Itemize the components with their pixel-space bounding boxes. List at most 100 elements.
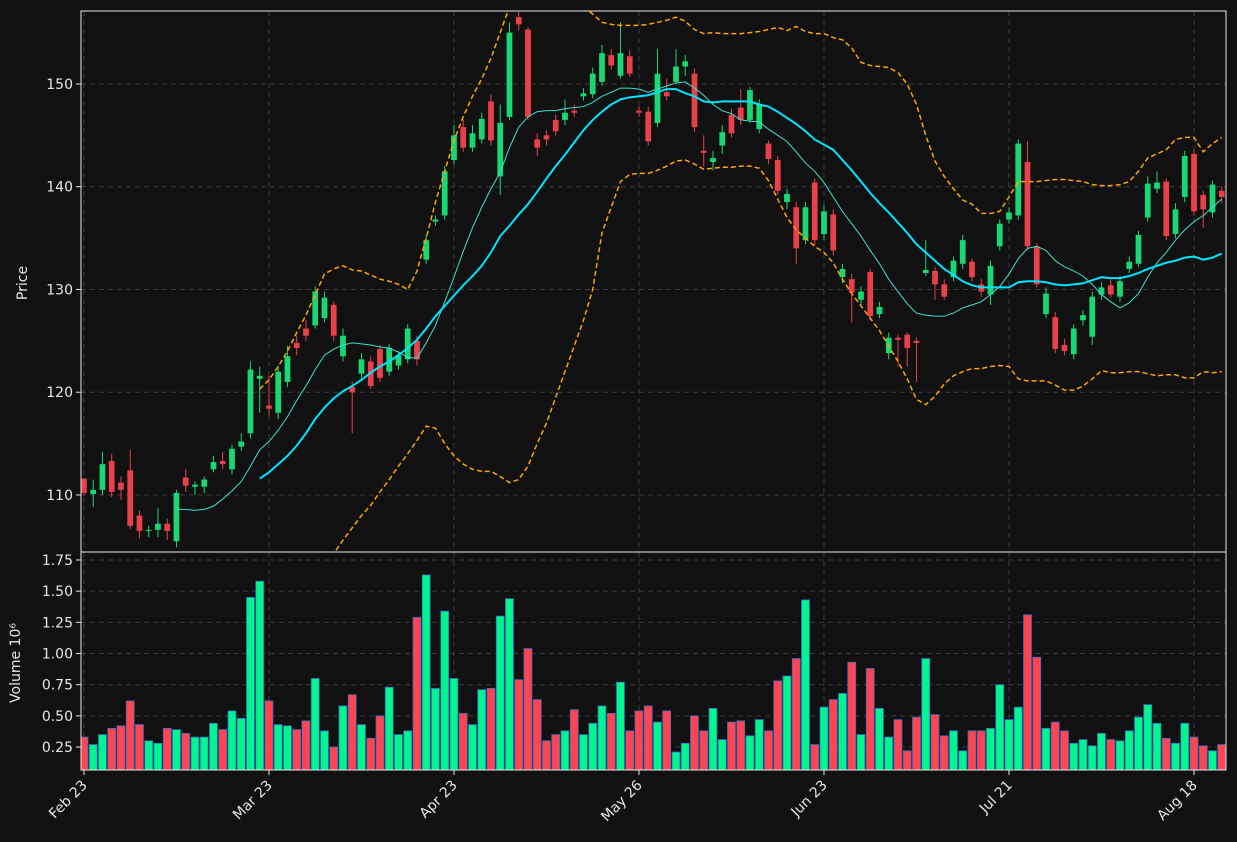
- volume-bar: [1032, 656, 1042, 770]
- candle-body: [654, 73, 661, 124]
- volume-bar: [606, 712, 616, 770]
- volume-bar: [125, 700, 135, 770]
- candle-body: [552, 119, 559, 132]
- candle-body: [996, 223, 1003, 247]
- candle-body: [1154, 182, 1160, 189]
- volume-bar: [1013, 706, 1023, 770]
- volume-bar: [403, 730, 413, 770]
- volume-bar: [653, 721, 662, 770]
- candle-body: [256, 375, 263, 379]
- volume-bar: [1217, 744, 1226, 770]
- volume-bar: [976, 730, 986, 770]
- candle-body: [682, 61, 689, 67]
- candle-body: [802, 207, 809, 241]
- candle-body: [626, 56, 633, 74]
- volume-bar: [357, 724, 366, 770]
- candle-body: [303, 328, 309, 336]
- candle-body: [99, 464, 106, 490]
- candle-body: [1218, 190, 1225, 197]
- y-tick-label: 1.25: [42, 615, 73, 631]
- candle-body: [922, 269, 929, 274]
- candle-body: [784, 193, 790, 203]
- candle-body: [580, 93, 587, 97]
- y-tick-label: 110: [46, 488, 73, 504]
- candle-body: [737, 107, 744, 120]
- candle-body: [312, 291, 319, 326]
- candle-body: [469, 133, 476, 148]
- y-tick-label: 1.50: [42, 584, 73, 600]
- volume-bar: [273, 724, 283, 770]
- volume-bar: [144, 740, 154, 770]
- volume-bar: [1189, 736, 1199, 770]
- candle-body: [432, 219, 439, 222]
- candle-body: [636, 110, 642, 113]
- volume-bar: [338, 705, 348, 770]
- volume-bar: [421, 574, 431, 770]
- candle-body: [691, 73, 698, 128]
- indicator-line: [259, 11, 1223, 390]
- y-axis-label: Price: [15, 266, 31, 300]
- y-tick-label: 1.00: [42, 647, 73, 663]
- candle-body: [1200, 194, 1207, 210]
- candle-body: [571, 110, 578, 113]
- indicator-line: [259, 88, 1223, 480]
- volume-bar: [523, 648, 533, 770]
- volume-bar: [412, 616, 422, 770]
- volume-bar: [1124, 730, 1134, 770]
- candle-body: [404, 328, 411, 360]
- volume-bar: [1050, 721, 1060, 770]
- volume-bar: [884, 736, 894, 770]
- candle-body: [201, 479, 208, 487]
- volume-bar: [801, 599, 810, 770]
- candle-body: [1043, 293, 1049, 315]
- volume-bar: [440, 610, 450, 770]
- candle-body: [1126, 261, 1133, 269]
- candle-body: [645, 111, 652, 142]
- volume-bar: [1115, 740, 1125, 770]
- candle-body: [164, 523, 171, 531]
- candle-body: [543, 135, 550, 140]
- candle-body: [774, 159, 781, 191]
- volume-bar: [1180, 722, 1190, 770]
- volume-bar: [88, 744, 98, 770]
- candle-body: [663, 92, 670, 97]
- volume-bar: [690, 715, 699, 770]
- candle-body: [673, 66, 679, 82]
- candle-body: [932, 270, 938, 285]
- volume-bar: [310, 678, 320, 770]
- volume-bar: [347, 694, 357, 770]
- candle-body: [515, 17, 522, 25]
- candle-body: [969, 261, 975, 278]
- volume-bar: [893, 719, 903, 770]
- volume-bar: [588, 722, 598, 770]
- candle-body: [377, 349, 383, 378]
- volume-bar: [727, 721, 736, 770]
- volume-bar: [569, 709, 579, 770]
- candle-body: [210, 462, 217, 470]
- candle-body: [562, 112, 568, 120]
- candle-body: [349, 387, 356, 393]
- candle-body: [145, 529, 152, 531]
- volume-bar: [949, 730, 958, 770]
- candle-body: [108, 461, 115, 492]
- candle-body: [81, 478, 87, 493]
- volume-bar: [1023, 614, 1032, 770]
- candle-body: [358, 359, 365, 374]
- volume-bar: [505, 598, 514, 770]
- volume-bar: [671, 751, 681, 770]
- candle-body: [765, 143, 772, 159]
- volume-bar: [301, 720, 311, 770]
- candle-body: [830, 214, 837, 251]
- y-tick-label: 130: [46, 282, 73, 298]
- volume-bar: [939, 735, 949, 770]
- candle-body: [700, 150, 707, 153]
- price-plot: [81, 11, 1225, 552]
- volume-bar: [153, 742, 163, 770]
- volume-bar: [477, 689, 487, 770]
- volume-bar: [1060, 730, 1069, 770]
- volume-bar: [634, 710, 644, 770]
- volume-bar: [532, 699, 542, 770]
- volume-bar: [1087, 745, 1097, 770]
- candle-body: [173, 492, 180, 542]
